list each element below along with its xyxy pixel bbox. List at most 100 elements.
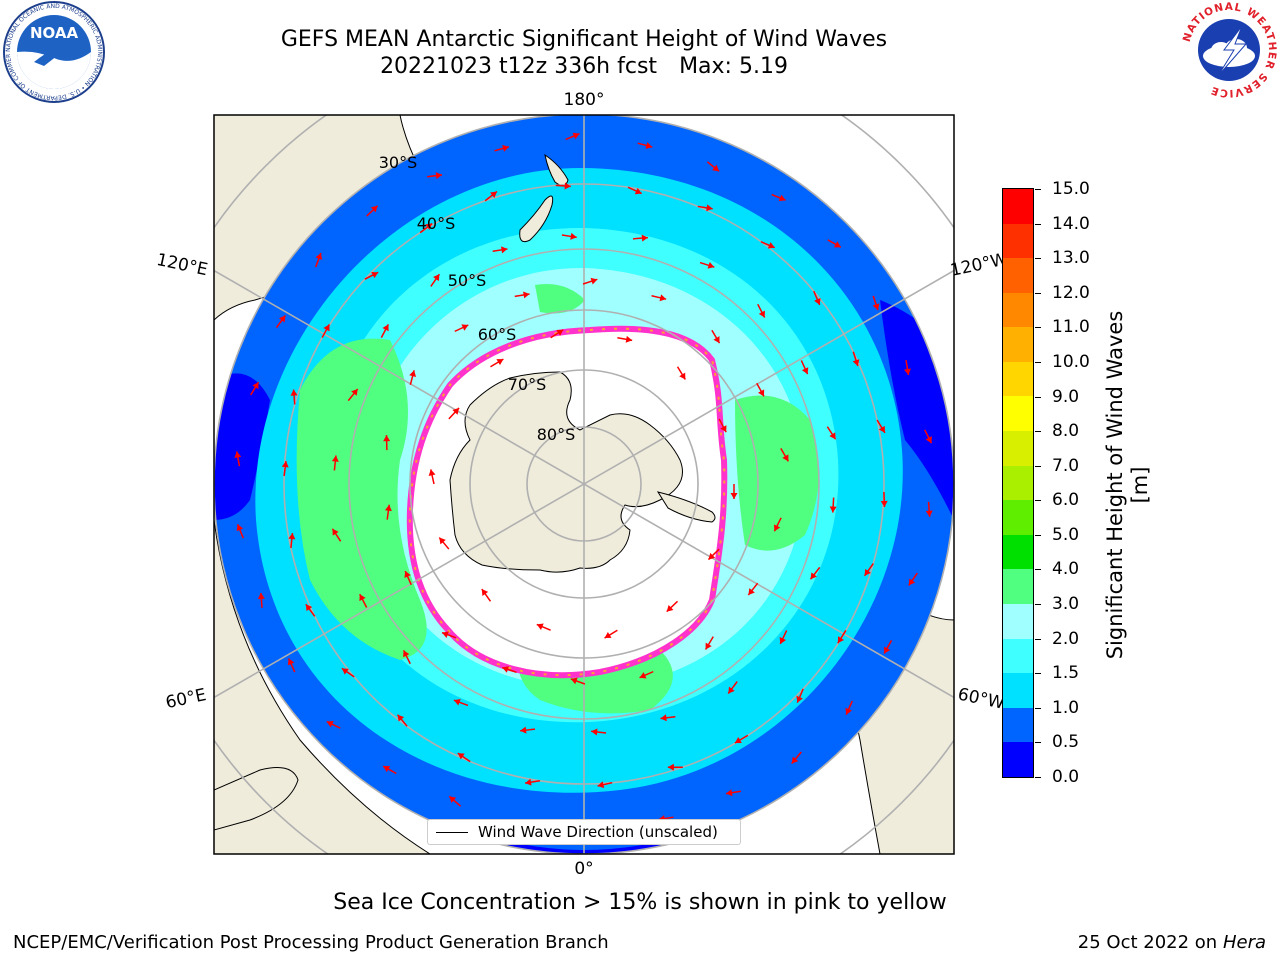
colorbar-tick-label: 3.0 — [1052, 594, 1080, 615]
wave-direction-arrowhead — [758, 389, 765, 397]
parallel-label-40s: 40°S — [417, 214, 456, 233]
wave-direction-arrowhead — [845, 707, 852, 715]
wave-direction-arrowhead — [428, 469, 436, 476]
antarctic-peninsula — [656, 491, 716, 523]
colorbar-tick-label: 8.0 — [1052, 421, 1080, 442]
wave-direction-arrowhead — [639, 672, 647, 679]
wave-direction-arrowhead — [925, 436, 932, 444]
colorbar-tick — [1035, 638, 1041, 640]
wave-direction-arrowhead — [641, 234, 648, 242]
colorbar-tick — [1035, 223, 1041, 225]
wave-direction-arrowhead — [288, 533, 296, 540]
colorbar-segment — [1003, 361, 1033, 397]
run-date-text: 25 Oct 2022 on — [1077, 932, 1218, 953]
colorbar-segment — [1003, 569, 1033, 605]
wave-direction-arrowhead — [707, 261, 715, 269]
wave-direction-arrowhead — [305, 604, 313, 612]
wave-direction-arrowhead — [779, 637, 786, 644]
wave-direction-arrowhead — [433, 274, 440, 282]
nws-logo: NATIONAL WEATHER SERVICE — [1181, 1, 1277, 99]
wave-direction-arrowhead — [852, 359, 860, 367]
colorbar-tick — [1035, 673, 1041, 675]
wave-direction-arrowhead — [720, 425, 727, 433]
wave-direction-arrowhead — [726, 789, 733, 797]
wave-direction-arrowhead — [708, 552, 716, 560]
colorbar-segment — [1003, 638, 1033, 674]
meridian-label-120w: 120°W — [949, 249, 1010, 281]
colorbar-tick-label: 0.5 — [1052, 732, 1080, 753]
graticule — [214, 115, 954, 854]
wave-direction-arrowhead — [791, 756, 799, 764]
machine-name: Hera — [1222, 932, 1266, 953]
wave-direction-arrowhead — [452, 407, 460, 415]
colorbar-tick — [1035, 396, 1041, 398]
wave-direction-arrowhead — [572, 132, 580, 140]
colorbar-tick — [1035, 707, 1041, 709]
meridian-label-0: 0° — [574, 859, 593, 879]
wave-direction-arrowhead — [713, 336, 720, 344]
wave-direction-arrowhead — [884, 646, 891, 654]
wave-direction-arrowhead — [829, 432, 836, 440]
colorbar-tick — [1035, 258, 1041, 260]
legend-line-swatch — [436, 831, 468, 833]
colorbar-tick-label: 7.0 — [1052, 455, 1080, 476]
colorbar-tick — [1035, 742, 1041, 744]
wave-direction-arrowhead — [435, 172, 443, 180]
colorbar-tick-label: 0.0 — [1052, 767, 1080, 787]
colorbar-segment — [1003, 327, 1033, 362]
wave-direction-arrowhead — [878, 425, 885, 433]
colorbar-tick — [1035, 465, 1041, 467]
colorbar-tick-label: 13.0 — [1052, 248, 1090, 269]
wave-direction-arrowhead — [904, 368, 911, 375]
colorbar-tick-label: 1.5 — [1052, 663, 1080, 684]
colorbar-title: Significant Height of Wind Waves [m] — [1103, 310, 1152, 660]
wave-direction-arrowhead — [520, 726, 527, 734]
wave-direction-arrowhead — [490, 191, 497, 198]
wave-direction-arrowhead — [442, 631, 449, 638]
noaa-logo: NATIONAL OCEANIC AND ATMOSPHERIC ADMINIS… — [2, 0, 105, 103]
wave-direction-arrowhead — [679, 372, 686, 380]
colorbar-tick — [1035, 777, 1041, 778]
wave-direction-arrowhead — [323, 324, 330, 332]
wave-direction-arrowhead — [425, 223, 433, 230]
wave-direction-arrowhead — [730, 493, 738, 499]
colorbar-tick-label: 6.0 — [1052, 490, 1080, 511]
wave-direction-arrowhead — [290, 389, 298, 396]
colorbar-segment — [1003, 673, 1033, 708]
wave-direction-arrowhead — [453, 698, 461, 706]
run-date: 25 Oct 2022 on Hera — [1078, 932, 1266, 953]
wave-direction-arrowhead — [556, 329, 564, 336]
wave-direction-arrowhead — [449, 796, 457, 803]
wave-direction-arrowhead — [773, 524, 781, 532]
colorbar-tick — [1035, 292, 1041, 294]
meridian-label-60w: 60°W — [956, 684, 1006, 713]
wave-direction-arrowhead — [404, 571, 411, 578]
colorbar-segment — [1003, 431, 1033, 466]
colorbar-tick — [1035, 327, 1041, 329]
wave-direction-arrowhead — [590, 277, 598, 285]
wave-direction-arrowhead — [645, 142, 653, 149]
colorbar-tick-label: 11.0 — [1052, 317, 1090, 338]
colorbar-segment — [1003, 258, 1033, 293]
wave-direction-arrowhead — [523, 291, 530, 299]
wave-direction-arrowhead — [925, 510, 933, 517]
wave-direction-arrowhead — [705, 642, 712, 650]
wave-direction-arrowhead — [667, 763, 674, 771]
wave-direction-arrowhead — [625, 335, 633, 343]
colorbar-tick-label: 2.0 — [1052, 628, 1080, 649]
colorbar-tick-label: 5.0 — [1052, 524, 1080, 545]
new-zealand-south-island — [519, 195, 554, 243]
sea-ice-footnote: Sea Ice Concentration > 15% is shown in … — [333, 890, 947, 915]
wave-direction-arrowhead — [332, 528, 339, 536]
parallel-label-80s: 80°S — [537, 425, 576, 444]
colorbar-tick — [1035, 361, 1041, 363]
wave-direction-arrowhead — [659, 294, 667, 302]
wave-direction-arrowhead — [359, 594, 366, 602]
wave-direction-arrowhead — [461, 324, 469, 331]
wave-direction-arrowhead — [409, 370, 417, 377]
colorbar-tick — [1035, 500, 1041, 502]
wave-direction-arrowhead — [278, 315, 286, 323]
wave-direction-arrowhead — [236, 524, 244, 532]
colorbar-tick-label: 12.0 — [1052, 282, 1090, 303]
meridian-label-60e: 60°E — [164, 685, 208, 713]
